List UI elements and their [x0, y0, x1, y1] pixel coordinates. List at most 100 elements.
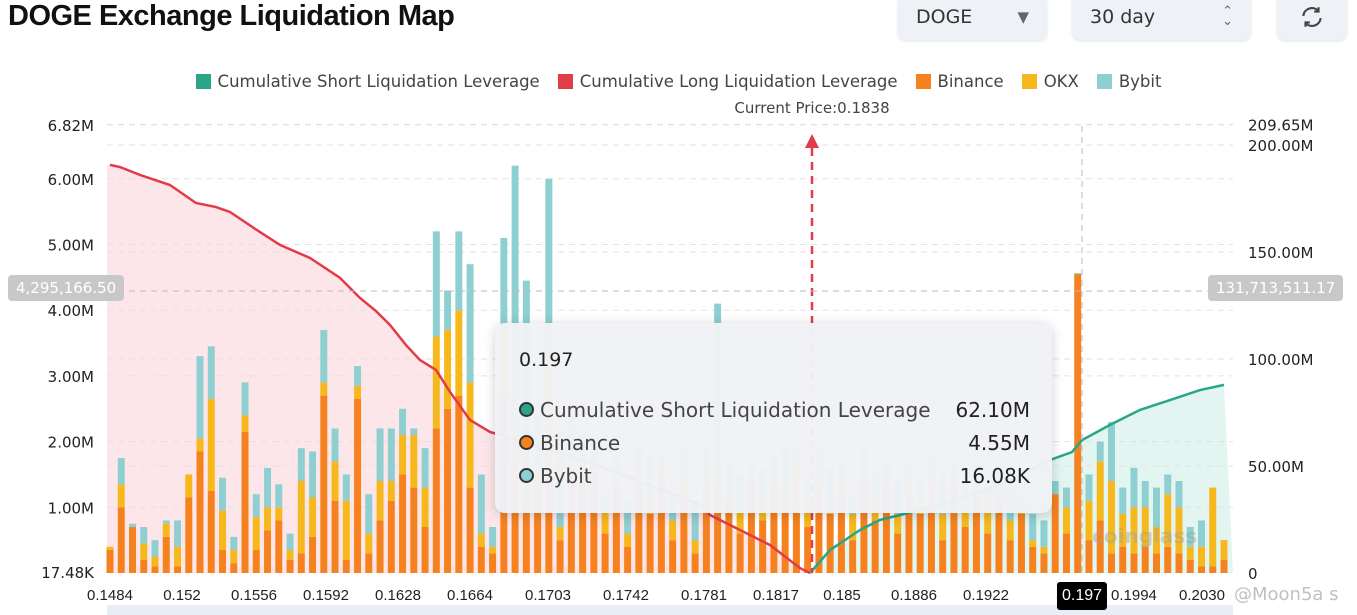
bar-bybit	[1040, 520, 1048, 547]
bar-binance	[635, 481, 643, 573]
bar-bybit	[320, 329, 328, 383]
bar-okx	[421, 487, 429, 528]
bar-binance	[365, 553, 373, 573]
bar-binance	[1209, 566, 1217, 573]
tooltip-row: Bybit 16.08K	[519, 459, 1030, 492]
bar-okx	[286, 550, 294, 560]
tooltip-series-value: 62.10M	[955, 397, 1030, 422]
legend-item[interactable]: Cumulative Short Liquidation Leverage	[195, 72, 540, 91]
bar-binance	[894, 533, 902, 573]
y-left-tick-label: 6.00M	[48, 171, 94, 189]
legend-item[interactable]: Binance	[915, 72, 1004, 91]
bar-binance	[601, 533, 609, 573]
x-tick-label: 0.1886	[891, 587, 937, 604]
bar-bybit	[162, 520, 170, 524]
bar-binance	[680, 494, 688, 573]
bar-bybit	[691, 500, 699, 541]
chart-tooltip: 0.197 Cumulative Short Liquidation Lever…	[495, 323, 1052, 513]
range-slider[interactable]	[107, 605, 1233, 615]
bar-okx	[264, 507, 272, 531]
bar-okx	[1198, 546, 1205, 567]
bar-okx	[174, 546, 182, 567]
bar-bybit	[421, 448, 429, 488]
bar-okx	[1107, 481, 1115, 554]
y-left-tick-label: 6.82M	[48, 117, 94, 135]
bar-bybit	[444, 290, 452, 330]
bar-okx	[376, 481, 384, 521]
bar-bybit	[309, 451, 317, 498]
legend-item[interactable]: OKX	[1021, 72, 1079, 91]
bar-binance	[1119, 546, 1127, 573]
bar-binance	[140, 559, 148, 573]
bar-binance	[1006, 540, 1014, 573]
bar-binance	[264, 530, 272, 573]
bar-binance	[174, 566, 182, 573]
bar-okx	[804, 500, 812, 528]
bar-binance	[1107, 553, 1115, 573]
bar-okx	[230, 550, 238, 564]
bar-binance	[590, 474, 598, 573]
bar-okx	[207, 398, 215, 491]
bar-okx	[849, 513, 857, 541]
x-tick-label: 0.152	[163, 587, 201, 604]
bar-bybit	[477, 474, 485, 534]
bar-okx	[432, 336, 440, 429]
bar-binance	[579, 481, 587, 573]
coin-select[interactable]: DOGE ▼	[898, 0, 1047, 40]
bar-binance	[770, 487, 778, 573]
bar-okx	[466, 382, 474, 488]
bar-okx	[601, 507, 609, 534]
bar-binance	[1220, 559, 1228, 573]
x-tick-label: 0.2030	[1179, 587, 1225, 604]
tooltip-row: Binance 4.55M	[519, 426, 1030, 459]
bar-bybit	[1074, 273, 1082, 275]
bar-binance	[1017, 513, 1025, 573]
x-tick-label: 0.1556	[231, 587, 277, 604]
bar-okx	[1006, 520, 1014, 541]
period-select[interactable]: 30 day ⌃ ⌄	[1072, 0, 1251, 40]
refresh-button[interactable]	[1277, 0, 1347, 40]
bar-okx	[961, 507, 969, 528]
bar-binance	[815, 487, 823, 573]
bar-binance	[376, 520, 384, 573]
bar-binance	[556, 540, 564, 573]
bar-bybit	[151, 540, 159, 557]
up-down-chevron-icon: ⌃ ⌄	[1222, 4, 1233, 29]
bar-bybit	[297, 448, 305, 482]
legend-label: OKX	[1043, 72, 1079, 91]
bar-binance	[691, 553, 699, 573]
bar-okx	[669, 520, 677, 541]
bar-bybit	[1152, 487, 1160, 528]
bar-bybit	[129, 523, 136, 528]
bar-bybit	[252, 494, 260, 518]
bar-binance	[511, 461, 519, 573]
bar-okx	[387, 481, 395, 501]
bar-bybit	[1186, 527, 1194, 547]
bar-binance	[286, 559, 294, 573]
bar-binance	[669, 540, 677, 573]
bar-binance	[950, 487, 958, 573]
tooltip-series-name: Binance	[540, 430, 621, 455]
legend-swatch	[557, 74, 573, 89]
y-left-tick-label: 17.48K	[41, 564, 95, 582]
bar-binance	[432, 428, 440, 573]
bar-okx	[939, 513, 947, 541]
bar-okx	[1029, 540, 1037, 547]
legend-label: Cumulative Long Liquidation Leverage	[579, 72, 898, 91]
bar-okx	[320, 382, 328, 396]
bar-binance	[657, 474, 665, 573]
bar-binance	[444, 408, 452, 573]
bar-bybit	[140, 527, 148, 544]
y-left-tick-label: 3.00M	[48, 368, 94, 386]
crosshair-right-value: 131,713,511.17	[1208, 275, 1344, 301]
x-tick-label: 0.185	[823, 587, 861, 604]
bar-okx	[1119, 513, 1127, 547]
legend-item[interactable]: Bybit	[1096, 72, 1161, 91]
bar-bybit	[286, 533, 294, 551]
legend-label: Binance	[937, 72, 1004, 91]
bar-binance	[849, 540, 857, 573]
bar-okx	[342, 500, 350, 560]
legend-item[interactable]: Cumulative Long Liquidation Leverage	[557, 72, 898, 91]
y-left-tick-label: 5.00M	[48, 237, 94, 255]
bar-okx	[984, 500, 992, 534]
